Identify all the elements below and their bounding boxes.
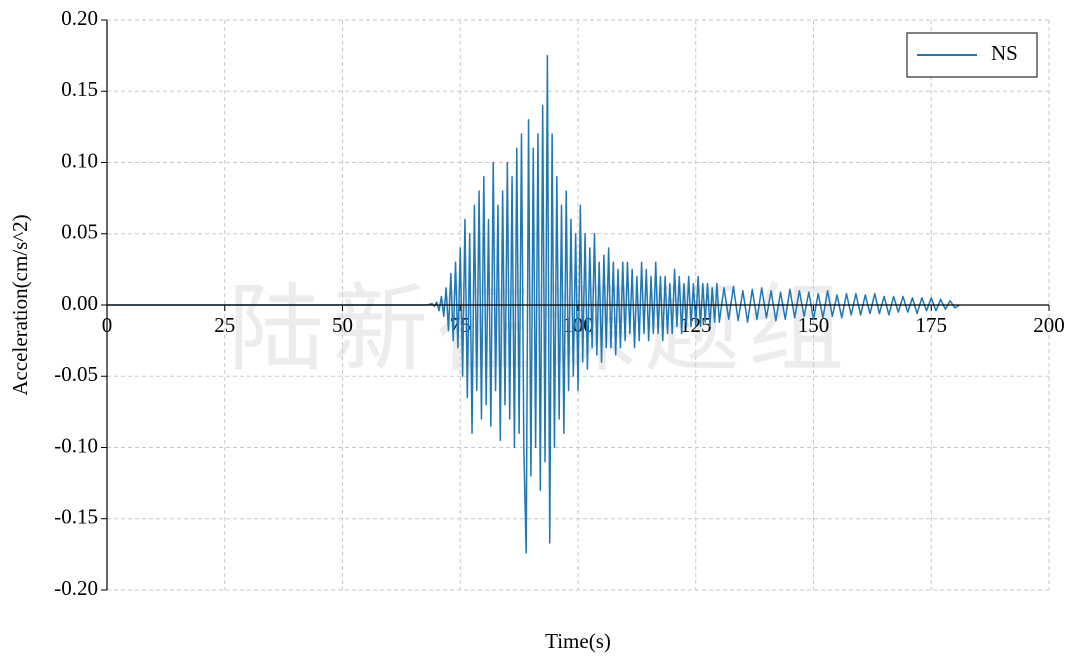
y-tick-label: 0.20 [61, 6, 98, 30]
y-tick-label: 0.00 [61, 291, 98, 315]
legend-label: NS [991, 41, 1018, 65]
y-tick-label: 0.10 [61, 148, 98, 172]
y-tick-label: -0.10 [54, 433, 98, 457]
y-tick-label: -0.20 [54, 576, 98, 600]
y-tick-label: 0.05 [61, 220, 98, 244]
y-tick-label: -0.15 [54, 505, 98, 529]
x-tick-label: 75 [450, 313, 471, 337]
y-tick-label: -0.05 [54, 362, 98, 386]
x-tick-label: 200 [1033, 313, 1065, 337]
x-axis-label: Time(s) [545, 629, 611, 653]
x-tick-label: 25 [214, 313, 235, 337]
x-tick-label: 175 [916, 313, 948, 337]
y-axis-label: Acceleration(cm/s^2) [8, 214, 32, 395]
y-tick-label: 0.15 [61, 77, 98, 101]
series-line [107, 54, 960, 554]
x-tick-label: 50 [332, 313, 353, 337]
